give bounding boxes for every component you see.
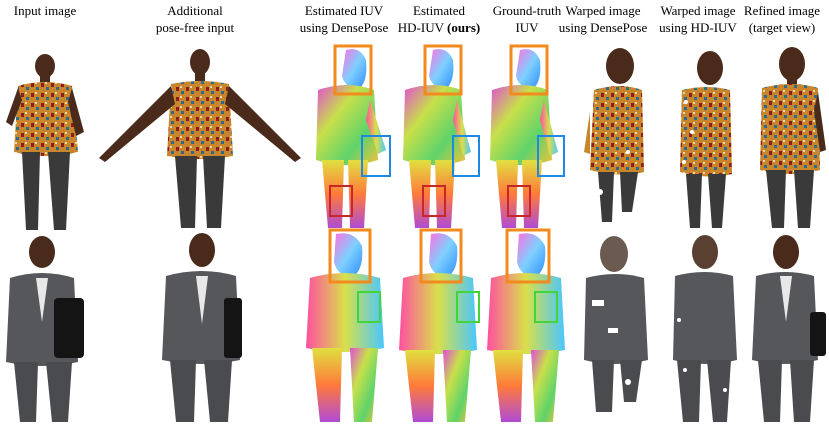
header-densepose-iuv: Estimated IUV using DensePose: [289, 2, 399, 36]
row2-refined-image: [752, 235, 826, 422]
row2-warped-densepose: [584, 236, 648, 412]
header-line1: Estimated: [413, 3, 465, 18]
header-line2: using HD-IUV: [659, 20, 737, 35]
header-line1: Ground-truth: [492, 3, 562, 18]
header-line2: using DensePose: [299, 20, 389, 35]
header-line2: pose-free input: [155, 20, 235, 35]
row2-additional-input: [162, 233, 242, 422]
foot-highlight-box: [507, 185, 531, 217]
header-input-image: Input image: [0, 2, 100, 19]
header-line1: Additional: [167, 3, 223, 18]
head-highlight-box: [419, 228, 463, 284]
header-line1: Input image: [13, 3, 77, 18]
header-line2: using DensePose: [558, 20, 648, 35]
header-ours: (ours): [447, 20, 481, 35]
hand-highlight-box: [361, 135, 391, 177]
header-refined-image: Refined image (target view): [727, 2, 829, 36]
row1-densepose-iuv: [316, 44, 391, 228]
row2-hd-iuv: [399, 228, 480, 422]
row1-hd-iuv: [403, 44, 480, 228]
row1-refined-image: [760, 47, 826, 228]
hand-highlight-box: [537, 135, 565, 177]
header-line1: Estimated IUV: [304, 3, 384, 18]
wrist-highlight-box: [357, 291, 381, 323]
head-highlight-box: [509, 44, 549, 96]
header-ground-truth: Ground-truth IUV: [472, 2, 582, 36]
wrist-highlight-box: [534, 291, 558, 323]
head-highlight-box: [505, 228, 551, 284]
head-highlight-box: [333, 44, 373, 96]
header-line2: (target view): [748, 20, 816, 35]
header-hd-iuv: Estimated HD-IUV (ours): [384, 2, 494, 36]
row1-ground-truth-iuv: [490, 44, 565, 228]
row2-densepose-iuv: [306, 228, 384, 422]
header-line1: Refined image: [743, 3, 821, 18]
hand-highlight-box: [452, 135, 480, 177]
header-warped-densepose: Warped image using DensePose: [548, 2, 658, 36]
header-additional-input: Additional pose-free input: [140, 2, 250, 36]
head-highlight-box: [423, 44, 463, 96]
foot-highlight-box: [329, 185, 353, 217]
header-line1: Warped image: [565, 3, 641, 18]
foot-highlight-box: [422, 185, 446, 217]
row1-warped-hd-iuv: [680, 51, 732, 228]
header-line2: HD-IUV: [397, 20, 447, 35]
head-highlight-box: [328, 228, 372, 284]
row1-additional-input: [99, 49, 301, 228]
header-line2: IUV: [515, 20, 539, 35]
wrist-highlight-box: [456, 291, 480, 323]
row2-warped-hd-iuv: [673, 235, 737, 422]
header-warped-hd-iuv: Warped image using HD-IUV: [643, 2, 753, 36]
header-line1: Warped image: [660, 3, 736, 18]
row1-input-image: [6, 54, 84, 230]
row2-ground-truth-iuv: [487, 228, 565, 422]
row2-input-image: [6, 236, 84, 422]
row1-warped-densepose: [584, 48, 644, 222]
